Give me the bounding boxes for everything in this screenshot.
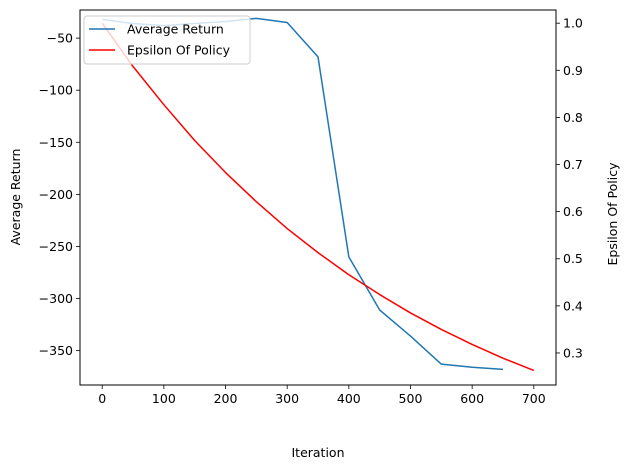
- x-tick-label-600: 600: [460, 391, 484, 406]
- x-axis-label: Iteration: [291, 445, 344, 460]
- x-tick-label-400: 400: [337, 391, 361, 406]
- x-tick-label-300: 300: [275, 391, 299, 406]
- y-right-tick-label-0-7: 0.7: [563, 157, 583, 172]
- x-tick-label-100: 100: [152, 391, 176, 406]
- y-right-tick-label-0-9: 0.9: [563, 63, 583, 78]
- y-left-tick-label-150: −150: [39, 135, 73, 150]
- x-axis-ticks: 0 100 200 300 400 500 600 700: [98, 385, 546, 406]
- y-right-tick-label-0-4: 0.4: [563, 298, 583, 313]
- y-axis-left-ticks: −50 −100 −150 −200 −250 −300 −350: [39, 31, 80, 358]
- y-right-tick-label-1: 1.0: [563, 16, 583, 31]
- legend-box: [83, 15, 251, 65]
- y-left-tick-label-250: −250: [39, 239, 73, 254]
- axes-frame: [79, 9, 557, 386]
- x-tick-label-0: 0: [98, 391, 106, 406]
- x-tick-label-200: 200: [214, 391, 238, 406]
- y-axis-right-ticks: 0.3 0.4 0.5 0.6 0.7 0.8 0.9 1.0: [556, 16, 583, 360]
- y-axis-right-label: Epsilon Of Policy: [605, 162, 620, 266]
- legend: Average Return Epsilon Of Policy: [83, 15, 251, 65]
- y-axis-left-label: Average Return: [8, 149, 23, 246]
- legend-label-epsilon-of-policy: Epsilon Of Policy: [127, 43, 231, 58]
- y-left-tick-label-100: −100: [39, 83, 73, 98]
- y-right-tick-label-0-3: 0.3: [563, 345, 583, 360]
- plot-area: [80, 10, 556, 385]
- y-left-tick-label-50: −50: [47, 31, 73, 46]
- y-right-tick-label-0-5: 0.5: [563, 251, 583, 266]
- x-tick-label-700: 700: [522, 391, 546, 406]
- legend-label-average-return: Average Return: [127, 22, 224, 37]
- y-left-tick-label-350: −350: [39, 343, 73, 358]
- y-left-tick-label-200: −200: [39, 187, 73, 202]
- y-right-tick-label-0-8: 0.8: [563, 110, 583, 125]
- y-right-tick-label-0-6: 0.6: [563, 204, 583, 219]
- y-left-tick-label-300: −300: [39, 291, 73, 306]
- x-tick-label-500: 500: [399, 391, 423, 406]
- series-line-epsilon-of-policy: [101, 22, 535, 372]
